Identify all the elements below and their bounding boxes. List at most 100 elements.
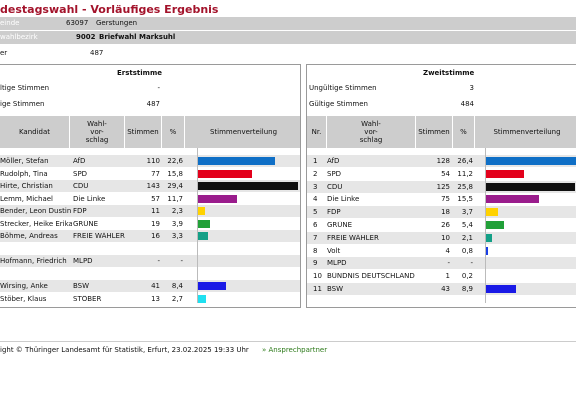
prozent-value: -	[180, 257, 183, 265]
partei-name: Die Linke	[73, 194, 106, 203]
header-wahlvorschlag[interactable]: Wahl- vor- schlag	[327, 116, 416, 148]
vote-bar	[197, 182, 299, 190]
table-row: Wirsing, Anke BSW 41 8,4	[0, 280, 300, 292]
nr-value: 1	[313, 157, 318, 165]
partei-name: BSW	[73, 282, 90, 290]
kandidat-name: Möller, Stefan	[0, 157, 49, 165]
vote-bar	[197, 194, 238, 203]
prozent-value: 2,7	[171, 294, 183, 303]
gueltige-stimmen-row: ige Stimmen 487	[0, 100, 170, 108]
table-row: Möller, Stefan AfD 110 22,6	[0, 155, 300, 167]
stimmen-value: 57	[151, 194, 160, 203]
vote-bar	[485, 208, 498, 217]
stimmen-value: 77	[151, 169, 160, 178]
ungueltige-stimmen-row: ltige Stimmen -	[0, 84, 170, 92]
table-row: 5 FDP 18 3,7	[307, 206, 576, 219]
stimmen-value: 4	[445, 246, 450, 255]
table-row: 1 AfD 128 26,4	[307, 155, 576, 167]
ungueltige-stimmen-label: Ungültige Stimmen	[309, 84, 377, 92]
table-row: 8 Volt 4 0,8	[307, 245, 576, 257]
table-row: 7 FREIE WÄHLER 10 2,1	[307, 231, 576, 244]
stimmen-value: 54	[441, 169, 450, 178]
stimmen-value: 26	[441, 221, 450, 229]
stimmen-value: 143	[146, 182, 160, 190]
partei-name: BSW	[327, 285, 344, 293]
kandidat-name: Lemm, Michael	[0, 194, 53, 203]
kandidat-name: Hirte, Christian	[0, 182, 53, 190]
header-prozent[interactable]: %	[453, 116, 475, 148]
partei-name: SPD	[73, 169, 88, 178]
kandidat-name: Bender, Leon Dustin	[0, 207, 72, 215]
table-row: Hirte, Christian CDU 143 29,4	[0, 180, 300, 192]
kandidat-name: Hofmann, Friedrich	[0, 257, 67, 265]
vote-bar	[197, 294, 207, 303]
header-stimmen[interactable]: Stimmen	[416, 116, 453, 148]
waehler-row: er 487	[0, 47, 576, 60]
partei-name: Volt	[327, 246, 341, 255]
prozent-value: 11,2	[457, 169, 473, 178]
prozent-value: 25,8	[457, 182, 473, 191]
ungueltige-stimmen-row: Ungültige Stimmen 3	[309, 84, 479, 92]
table-row: Lemm, Michael Die Linke 57 11,7	[0, 193, 300, 205]
zweitstimme-panel: Zweitstimme Ungültige Stimmen 3 Gültige …	[306, 64, 576, 308]
prozent-value: 3,7	[461, 208, 473, 217]
vote-bar	[485, 157, 576, 165]
gueltige-stimmen-label: Gültige Stimmen	[309, 100, 368, 108]
header-wahlvorschlag[interactable]: Wahl- vor- schlag	[70, 116, 125, 148]
ungueltige-stimmen-value: 3	[469, 84, 474, 92]
nr-value: 11	[313, 285, 322, 293]
ansprechpartner-link[interactable]: » Ansprechpartner	[262, 346, 328, 354]
waehler-value: 487	[90, 49, 104, 57]
header-stimmenverteilung: Stimmenverteilung	[209, 128, 278, 136]
gueltige-stimmen-value: 484	[460, 100, 474, 108]
gueltige-stimmen-label: ige Stimmen	[0, 100, 45, 108]
partei-name: FREIE WÄHLER	[73, 232, 125, 240]
stimmen-value: 1	[445, 272, 450, 281]
partei-name: AfD	[327, 157, 340, 165]
vote-bar	[197, 169, 252, 178]
prozent-value: 22,6	[167, 157, 183, 165]
stimmen-value: 43	[441, 285, 450, 293]
vote-bar	[485, 246, 488, 255]
erststimme-baseline	[197, 148, 198, 303]
stimmen-value: 125	[436, 182, 450, 191]
prozent-value: 15,8	[167, 169, 183, 178]
gemeinde-row: einde 63097 Gerstungen	[0, 17, 576, 30]
wahlbezirk-row: wahlbezirk 9002 Briefwahl Marksuhl	[0, 31, 576, 44]
header-prozent[interactable]: %	[162, 116, 185, 148]
partei-name: Die Linke	[327, 195, 360, 204]
kandidat-name: Wirsing, Anke	[0, 282, 48, 290]
stimmen-value: -	[157, 257, 160, 265]
table-row	[0, 268, 300, 280]
prozent-value: 5,4	[461, 221, 473, 229]
nr-value: 4	[313, 195, 318, 204]
vote-bar	[197, 232, 209, 240]
ungueltige-stimmen-value: -	[157, 84, 160, 92]
vote-bar	[485, 182, 576, 191]
prozent-value: 0,2	[461, 272, 473, 281]
header-nr[interactable]: Nr.	[307, 116, 327, 148]
prozent-value: 2,1	[461, 233, 473, 242]
prozent-value: 8,9	[461, 285, 473, 293]
partei-name: STÖBER	[73, 294, 102, 303]
vote-bar	[485, 285, 517, 293]
prozent-value: 26,4	[457, 157, 473, 165]
prozent-value: 8,4	[171, 282, 183, 290]
partei-name: FREIE WÄHLER	[327, 233, 379, 242]
table-row: Strecker, Heike Erika GRÜNE 19 3,9	[0, 218, 300, 230]
header-stimmen[interactable]: Stimmen	[125, 116, 162, 148]
table-row: Rudolph, Tina SPD 77 15,8	[0, 168, 300, 180]
gemeinde-name: Gerstungen	[96, 19, 138, 27]
prozent-value: 29,4	[167, 182, 183, 190]
vote-bar	[485, 221, 504, 229]
zweitstimme-baseline	[485, 148, 486, 303]
table-row: 6 GRÜNE 26 5,4	[307, 219, 576, 231]
ungueltige-stimmen-label: ltige Stimmen	[0, 84, 50, 92]
stimmen-value: 11	[151, 207, 160, 215]
nr-value: 8	[313, 246, 318, 255]
table-row: Böhme, Andreas FREIE WÄHLER 16 3,3	[0, 230, 300, 242]
vote-bar	[485, 169, 525, 178]
stimmen-value: 18	[441, 208, 450, 217]
erststimme-panel: Erststimme ltige Stimmen - ige Stimmen 4…	[0, 64, 301, 308]
header-kandidat[interactable]: Kandidat	[0, 116, 70, 148]
